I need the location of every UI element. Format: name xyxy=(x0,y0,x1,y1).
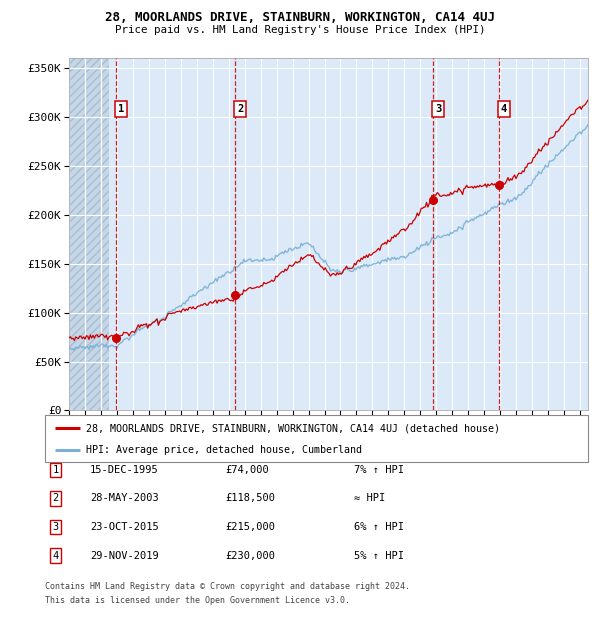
Text: 1: 1 xyxy=(53,465,59,475)
Text: £74,000: £74,000 xyxy=(225,465,269,475)
Text: 2: 2 xyxy=(53,494,59,503)
Text: £118,500: £118,500 xyxy=(225,494,275,503)
Text: This data is licensed under the Open Government Licence v3.0.: This data is licensed under the Open Gov… xyxy=(45,596,350,604)
Text: 23-OCT-2015: 23-OCT-2015 xyxy=(90,522,159,532)
Bar xyxy=(69,58,109,410)
Text: 28-MAY-2003: 28-MAY-2003 xyxy=(90,494,159,503)
Text: 3: 3 xyxy=(53,522,59,532)
Text: 2: 2 xyxy=(237,104,244,114)
Text: 1: 1 xyxy=(118,104,124,114)
Text: £215,000: £215,000 xyxy=(225,522,275,532)
FancyBboxPatch shape xyxy=(45,415,588,462)
Text: Price paid vs. HM Land Registry's House Price Index (HPI): Price paid vs. HM Land Registry's House … xyxy=(115,25,485,35)
Text: 5% ↑ HPI: 5% ↑ HPI xyxy=(354,551,404,560)
Text: ≈ HPI: ≈ HPI xyxy=(354,494,385,503)
Text: HPI: Average price, detached house, Cumberland: HPI: Average price, detached house, Cumb… xyxy=(86,445,362,455)
Text: 4: 4 xyxy=(501,104,507,114)
Text: 28, MOORLANDS DRIVE, STAINBURN, WORKINGTON, CA14 4UJ (detached house): 28, MOORLANDS DRIVE, STAINBURN, WORKINGT… xyxy=(86,423,500,433)
Text: 28, MOORLANDS DRIVE, STAINBURN, WORKINGTON, CA14 4UJ: 28, MOORLANDS DRIVE, STAINBURN, WORKINGT… xyxy=(105,11,495,24)
Text: £230,000: £230,000 xyxy=(225,551,275,560)
Text: 15-DEC-1995: 15-DEC-1995 xyxy=(90,465,159,475)
Text: 29-NOV-2019: 29-NOV-2019 xyxy=(90,551,159,560)
Text: Contains HM Land Registry data © Crown copyright and database right 2024.: Contains HM Land Registry data © Crown c… xyxy=(45,582,410,591)
Text: 6% ↑ HPI: 6% ↑ HPI xyxy=(354,522,404,532)
Text: 4: 4 xyxy=(53,551,59,560)
Text: 3: 3 xyxy=(435,104,442,114)
Text: 7% ↑ HPI: 7% ↑ HPI xyxy=(354,465,404,475)
